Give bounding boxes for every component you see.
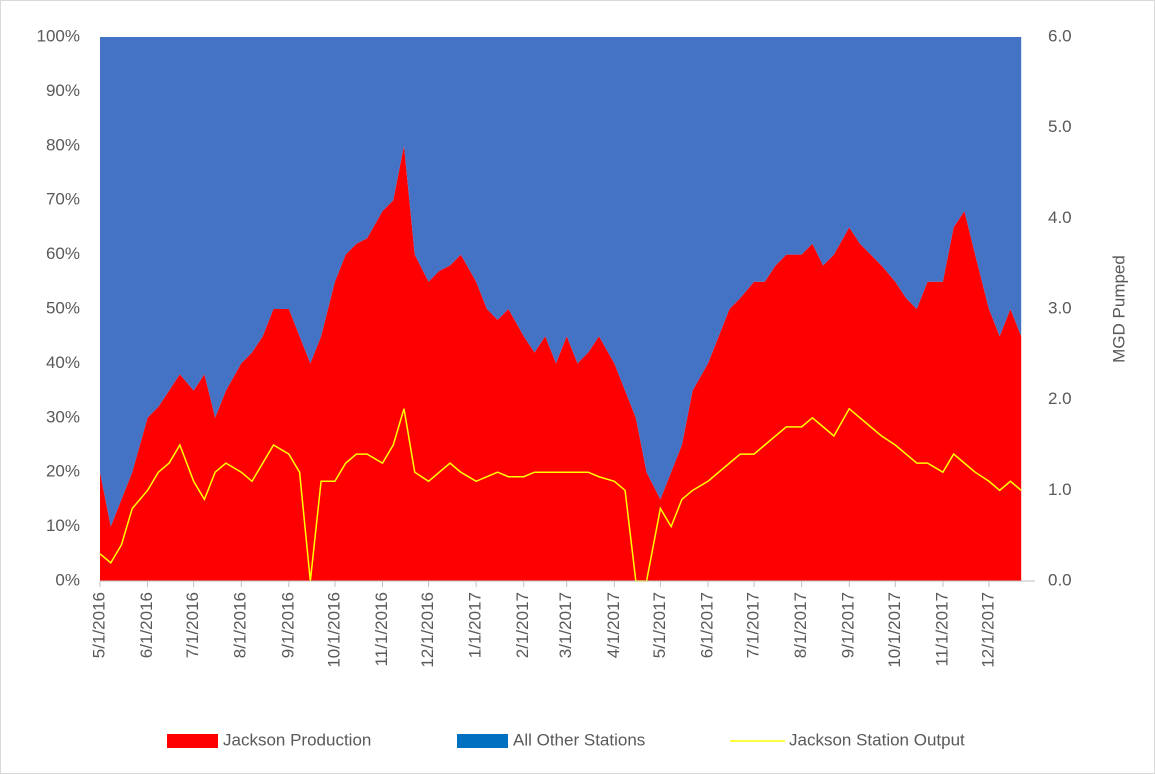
x-tick-label: 11/1/2017	[932, 592, 951, 666]
x-tick-label: 10/1/2017	[885, 592, 904, 668]
x-tick-label: 9/1/2017	[839, 592, 858, 658]
y2-tick-label: 4.0	[1048, 208, 1072, 227]
legend-label: Jackson Production	[223, 730, 371, 749]
y-tick-label: 20%	[46, 462, 80, 481]
area	[100, 37, 1022, 527]
y2-tick-label: 0.0	[1048, 570, 1072, 589]
y2-tick-label: 6.0	[1048, 26, 1072, 45]
x-tick-label: 6/1/2016	[137, 592, 156, 658]
x-tick-label: 9/1/2016	[278, 592, 297, 658]
x-tick-label: 6/1/2017	[697, 592, 716, 658]
x-tick-label: 7/1/2016	[183, 592, 202, 658]
y2-tick-label: 3.0	[1048, 298, 1072, 317]
x-tick-label: 12/1/2016	[418, 592, 437, 668]
y2-tick-label: 5.0	[1048, 117, 1072, 136]
x-tick-label: 8/1/2017	[791, 592, 810, 658]
y-tick-label: 70%	[46, 190, 80, 209]
x-tick-label: 3/1/2017	[556, 592, 575, 658]
y-tick-label: 90%	[46, 81, 80, 100]
x-tick-label: 12/1/2017	[978, 592, 997, 668]
x-tick-label: 1/1/2017	[466, 592, 485, 658]
legend-swatch	[457, 734, 508, 748]
legend-label: Jackson Station Output	[789, 730, 965, 749]
x-tick-label: 8/1/2016	[231, 592, 250, 658]
y-tick-label: 100%	[37, 26, 80, 45]
x-tick-label: 5/1/2016	[89, 592, 108, 658]
legend-label: All Other Stations	[513, 730, 645, 749]
x-tick-label: 7/1/2017	[744, 592, 763, 658]
y-tick-label: 10%	[46, 516, 80, 535]
legend-swatch	[167, 734, 218, 748]
x-tick-label: 5/1/2017	[650, 592, 669, 658]
x-tick-label: 10/1/2016	[324, 592, 343, 668]
y-tick-label: 60%	[46, 244, 80, 263]
y2-axis-label: MGD Pumped	[1109, 255, 1128, 363]
x-tick-label: 4/1/2017	[604, 592, 623, 658]
y-tick-label: 0%	[55, 570, 80, 589]
y-tick-label: 80%	[46, 135, 80, 154]
x-tick-label: 11/1/2016	[372, 592, 391, 666]
y-tick-label: 40%	[46, 353, 80, 372]
y2-tick-label: 1.0	[1048, 480, 1072, 499]
y-tick-label: 50%	[46, 298, 80, 317]
y-tick-label: 30%	[46, 407, 80, 426]
y2-tick-label: 2.0	[1048, 389, 1072, 408]
x-tick-label: 2/1/2017	[513, 592, 532, 658]
line	[99, 407, 1022, 582]
